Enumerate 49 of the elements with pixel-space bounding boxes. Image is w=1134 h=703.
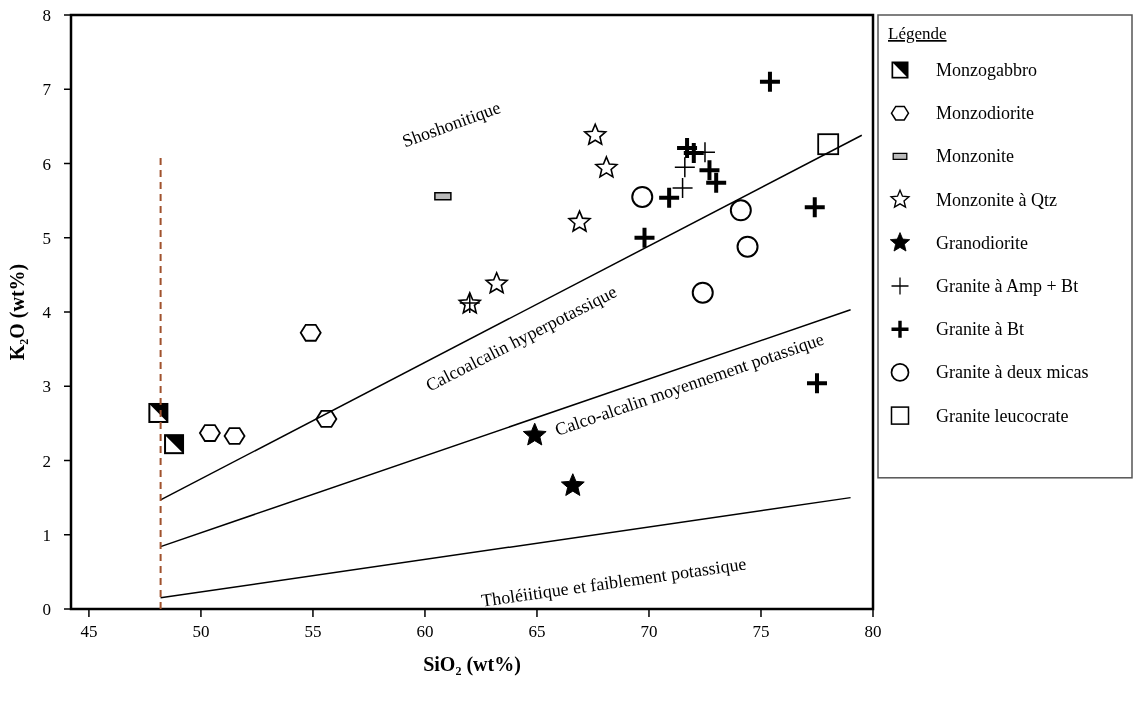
- legend-label: Monzogabbro: [936, 60, 1037, 80]
- legend-label: Monzodiorite: [936, 103, 1034, 124]
- point: [560, 473, 585, 496]
- point: [804, 371, 829, 396]
- point: [691, 281, 714, 304]
- legend-label: Granite à deux micas: [936, 362, 1089, 383]
- point: [757, 69, 782, 94]
- point: [485, 271, 508, 294]
- legend-label: Granodiorite: [936, 232, 1028, 253]
- point: [631, 185, 654, 208]
- y-tick-label: 5: [42, 228, 51, 248]
- x-axis-title: SiO₂ (wt%): [423, 653, 521, 676]
- point: [632, 225, 657, 250]
- y-tick-label: 6: [42, 154, 51, 174]
- point: [817, 133, 840, 156]
- x-tick-label: 60: [416, 622, 434, 641]
- y-tick-label: 7: [42, 80, 52, 100]
- annotation: Tholéiitique et faiblement potassique: [479, 553, 748, 611]
- point: [522, 422, 547, 446]
- x-tick-label: 80: [864, 622, 882, 641]
- point: [198, 424, 221, 442]
- legend-title: Légende: [888, 24, 947, 43]
- point: [595, 156, 618, 178]
- point: [736, 235, 759, 258]
- legend-label: Granite leucocrate: [936, 405, 1069, 426]
- x-tick-label: 70: [640, 622, 658, 641]
- x-tick-label: 65: [528, 622, 546, 641]
- legend-label: Monzonite à Qtz: [936, 189, 1057, 210]
- x-tick-label: 50: [192, 622, 210, 641]
- legend-label: Granite à Bt: [936, 319, 1024, 340]
- y-tick-label: 3: [42, 377, 51, 397]
- x-tick-label: 75: [752, 622, 770, 641]
- point: [299, 323, 322, 342]
- y-tick-label: 8: [42, 6, 51, 25]
- point: [729, 199, 752, 222]
- legend-label: Monzonite: [936, 146, 1014, 167]
- y-tick-label: 0: [42, 600, 51, 619]
- y-tick-label: 2: [42, 451, 51, 471]
- point: [223, 427, 246, 445]
- x-tick-label: 55: [304, 622, 322, 641]
- y-axis-title: K₂O (wt%): [6, 263, 29, 361]
- point: [802, 195, 827, 220]
- legend-label: Granite à Amp + Bt: [936, 276, 1079, 296]
- point: [583, 123, 607, 145]
- point: [568, 210, 591, 232]
- x-tick-label: 45: [80, 622, 98, 641]
- y-tick-label: 1: [42, 525, 51, 545]
- point: [657, 185, 682, 210]
- y-tick-label: 4: [42, 303, 52, 322]
